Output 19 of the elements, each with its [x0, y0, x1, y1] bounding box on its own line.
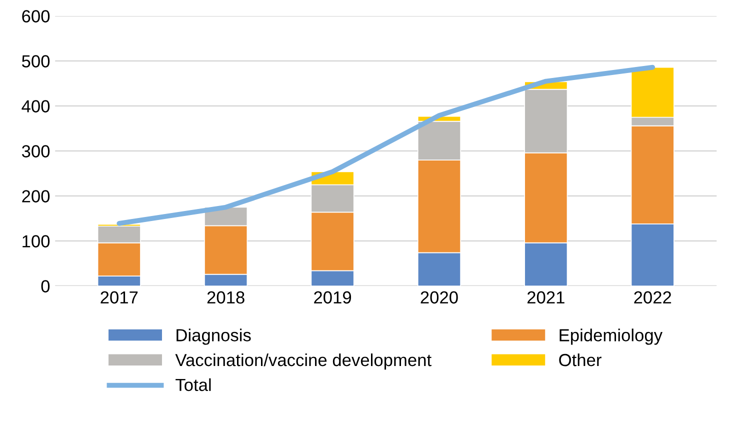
- y-tick-label: 400: [22, 100, 50, 112]
- y-tick-label: 600: [22, 10, 50, 22]
- legend-label: Vaccination/vaccine development: [175, 353, 432, 370]
- legend-label: Total: [176, 378, 211, 392]
- x-tick-label: 2017: [100, 291, 138, 304]
- x-tick-label: 2020: [420, 291, 458, 304]
- legend-label: Epidemiology: [560, 328, 663, 345]
- x-tick-label: 2022: [634, 291, 672, 304]
- x-tick-label: 2019: [314, 291, 352, 304]
- legend-label: Diagnosis: [176, 328, 251, 345]
- y-tick-label: 300: [22, 145, 50, 158]
- y-tick-label: 500: [22, 55, 50, 68]
- y-tick-label: 200: [22, 190, 50, 202]
- y-tick-label: 100: [22, 235, 50, 248]
- y-tick-label: 0: [41, 280, 50, 292]
- x-tick-label: 2018: [207, 291, 244, 304]
- legend-label: Other: [559, 353, 602, 366]
- x-tick-label: 2021: [527, 291, 564, 304]
- line-series: [116, 64, 656, 226]
